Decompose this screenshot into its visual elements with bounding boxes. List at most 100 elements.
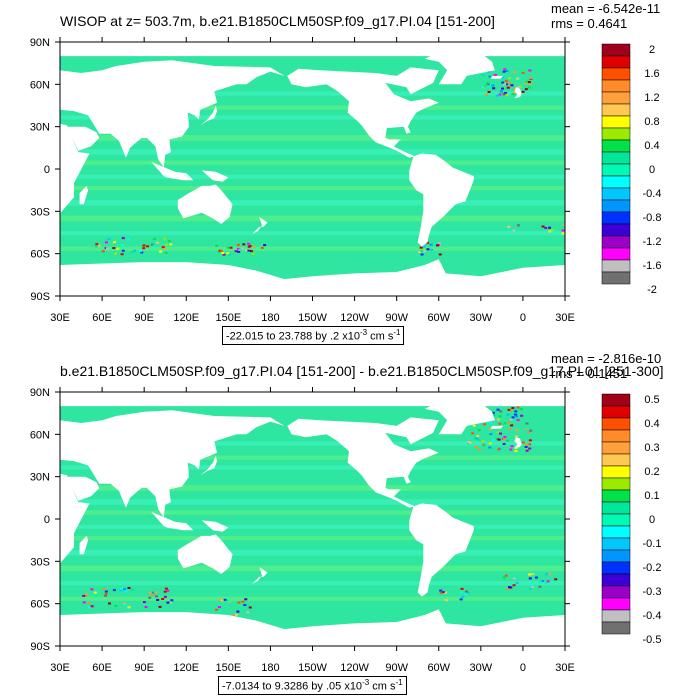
field-cell — [439, 591, 443, 594]
field-cell — [503, 68, 507, 71]
rms-stat-2: rms = 0.1451 — [551, 366, 628, 381]
field-cell — [508, 81, 512, 84]
range-text-1: -22.015 to 23.788 by .2 x10 — [226, 330, 360, 343]
field-cell — [544, 226, 548, 229]
y-tick-label: 30S — [30, 206, 50, 218]
field-cell — [142, 244, 146, 247]
field-cell — [226, 252, 230, 255]
x-tick-label: 60W — [427, 312, 450, 324]
field-cell — [107, 602, 111, 605]
field-cell — [228, 253, 232, 256]
field-cell — [223, 598, 227, 601]
field-cell — [236, 610, 240, 613]
field-cell — [538, 585, 542, 588]
field-cell — [525, 80, 529, 83]
field-cell — [517, 73, 521, 76]
field-cell — [146, 245, 150, 248]
land-mask — [60, 123, 90, 214]
field-cell — [492, 83, 496, 86]
map-field — [60, 42, 565, 296]
field-cell — [154, 595, 158, 598]
field-cell — [506, 86, 510, 89]
field-cell — [514, 415, 518, 418]
field-cell — [488, 442, 492, 445]
range-unit-exp-1: -1 — [393, 328, 401, 337]
land-mask — [60, 410, 285, 518]
field-cell — [219, 610, 223, 613]
land-mask — [201, 520, 229, 532]
field-band — [60, 215, 565, 222]
field-cell — [82, 601, 86, 604]
field-band — [60, 91, 565, 96]
map-panel-1: 30E 60E 90E 120E 150E 180 150W 120W 90W 60W 30W 0 30… — [30, 1, 662, 345]
field-cell — [93, 591, 97, 594]
field-cell — [527, 86, 531, 89]
x-tick-label: 180 — [261, 312, 279, 324]
colorbar-label: -0.4 — [643, 188, 662, 200]
field-cell — [481, 74, 485, 77]
field-cell — [508, 427, 512, 430]
x-tick-label: 150W — [298, 662, 327, 674]
field-cell — [464, 593, 468, 596]
field-cell — [127, 606, 131, 609]
field-cell — [508, 77, 512, 80]
field-cell — [131, 588, 135, 591]
colorbar-swatch — [601, 405, 631, 419]
colorbar-swatch — [601, 223, 631, 237]
field-cell — [220, 599, 224, 602]
field-cell — [524, 82, 528, 85]
field-cell — [545, 573, 549, 576]
field-cell — [226, 246, 230, 249]
field-cell — [527, 431, 531, 434]
range-unit-exp-2: -1 — [395, 678, 403, 687]
field-cell — [524, 445, 528, 448]
field-cell — [164, 251, 168, 254]
y-tick-label: 30S — [30, 556, 50, 568]
field-cell — [512, 575, 516, 578]
field-cell — [166, 601, 170, 604]
field-cell — [509, 409, 513, 412]
field-cell — [515, 435, 519, 438]
field-cell — [237, 601, 241, 604]
field-cell — [502, 70, 506, 73]
field-cell — [472, 424, 476, 427]
field-cell — [231, 614, 235, 617]
field-cell — [562, 223, 565, 226]
field-cell — [503, 92, 507, 95]
field-cell — [491, 439, 495, 442]
field-cell — [505, 83, 509, 86]
field-cell — [489, 421, 493, 424]
field-cell — [249, 250, 253, 253]
field-cell — [525, 422, 529, 425]
field-cell — [459, 598, 463, 601]
field-cell — [528, 573, 532, 576]
field-cell — [87, 602, 91, 605]
field-cell — [114, 246, 118, 249]
field-cell — [263, 244, 267, 247]
field-cell — [510, 84, 514, 87]
field-band — [60, 231, 565, 236]
field-cell — [516, 419, 520, 422]
field-cell — [422, 250, 426, 253]
field-cell — [516, 406, 520, 409]
x-tick-label: 60E — [92, 312, 112, 324]
colorbar-swatch — [601, 525, 631, 539]
land-mask — [424, 51, 495, 85]
field-cell — [483, 423, 487, 426]
field-cell — [113, 252, 117, 255]
map-plot-2: 30E 60E 90E 120E 150E 180 150W 120W 90W 60W 30W 0 30… — [30, 387, 661, 674]
field-cell — [498, 93, 502, 96]
land-mask — [60, 60, 285, 168]
colorbar-swatch — [601, 79, 631, 93]
field-cell — [166, 589, 170, 592]
field-cell — [240, 247, 244, 250]
field-cell — [163, 237, 167, 240]
field-cell — [95, 243, 99, 246]
colorbar-label: 0.8 — [644, 116, 659, 128]
x-tick-label: 30W — [470, 662, 493, 674]
field-cell — [217, 250, 221, 253]
field-cell — [507, 408, 511, 411]
field-cell — [420, 253, 424, 256]
field-cell — [474, 445, 478, 448]
land-mask — [177, 534, 233, 574]
